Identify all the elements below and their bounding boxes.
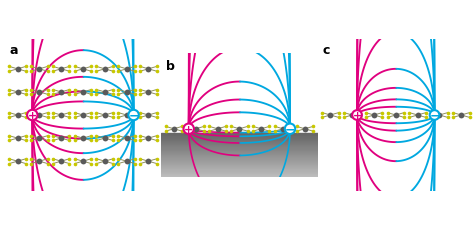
Bar	[161, 147, 318, 148]
Bar	[161, 163, 318, 164]
Bar	[161, 174, 318, 175]
Bar	[161, 161, 318, 162]
Bar	[161, 155, 318, 157]
Bar	[161, 150, 318, 151]
Bar	[161, 143, 318, 145]
Bar	[161, 162, 318, 163]
Bar	[161, 166, 318, 167]
Bar	[161, 160, 318, 161]
Text: −: −	[128, 109, 139, 122]
Bar	[161, 167, 318, 169]
Bar	[161, 159, 318, 160]
Circle shape	[352, 111, 362, 120]
Bar	[161, 154, 318, 155]
Text: −: −	[429, 109, 440, 122]
Bar	[161, 172, 318, 173]
Circle shape	[183, 124, 194, 134]
Circle shape	[128, 110, 139, 121]
Bar	[161, 153, 318, 155]
Bar	[161, 142, 318, 143]
Bar	[161, 148, 318, 149]
Bar	[161, 165, 318, 167]
Bar	[161, 164, 318, 165]
Bar	[161, 156, 318, 158]
Circle shape	[27, 110, 37, 121]
Bar	[161, 176, 318, 177]
Text: a: a	[10, 44, 18, 57]
Bar	[161, 141, 318, 143]
Circle shape	[285, 124, 295, 134]
Bar	[161, 151, 318, 152]
Circle shape	[429, 111, 439, 120]
Bar	[161, 139, 318, 140]
Bar	[161, 169, 318, 170]
Bar	[161, 152, 318, 153]
Bar	[161, 140, 318, 141]
Text: +: +	[353, 110, 362, 121]
Bar	[161, 135, 318, 136]
Bar	[161, 138, 318, 139]
Text: +: +	[184, 124, 193, 134]
Bar	[161, 170, 318, 171]
Bar	[161, 171, 318, 172]
Bar	[161, 134, 318, 135]
Bar	[161, 146, 318, 147]
Bar	[161, 144, 318, 146]
Bar	[161, 136, 318, 137]
Bar	[161, 149, 318, 150]
Bar	[161, 173, 318, 174]
Text: b: b	[166, 60, 175, 73]
Bar	[161, 158, 318, 159]
Bar	[161, 137, 318, 138]
Bar	[161, 175, 318, 176]
Text: +: +	[27, 110, 37, 121]
Text: c: c	[323, 44, 330, 57]
Text: −: −	[285, 123, 295, 136]
